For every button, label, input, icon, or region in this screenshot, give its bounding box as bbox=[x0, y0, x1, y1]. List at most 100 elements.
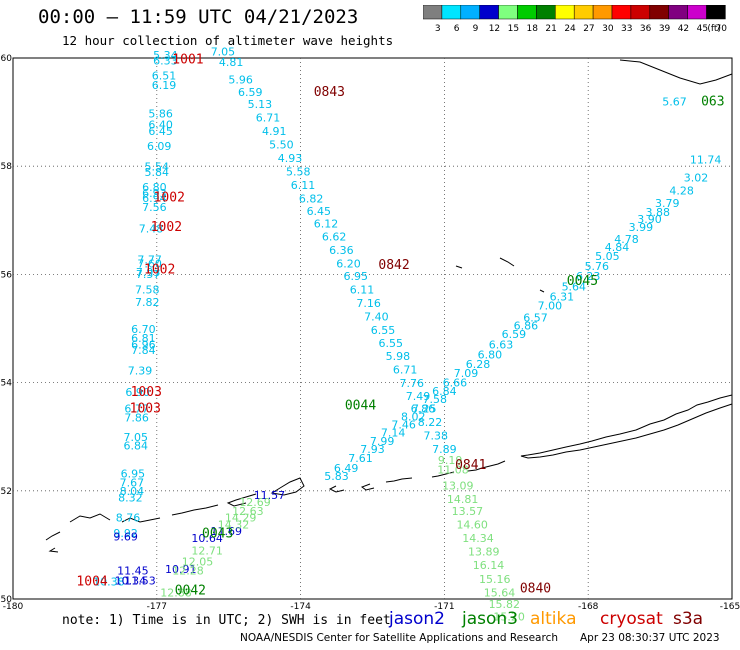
legend-swatch bbox=[706, 5, 726, 20]
wave-height-value: 4.93 bbox=[278, 152, 303, 165]
lat-tick-label: 52 bbox=[1, 487, 12, 497]
wave-height-value: 7.67 bbox=[120, 476, 145, 489]
wave-height-value: 6.45 bbox=[148, 125, 173, 138]
wave-height-value: 8.32 bbox=[118, 492, 143, 505]
pass-time-label: 0843 bbox=[314, 85, 345, 100]
wave-height-value: 13.89 bbox=[468, 546, 500, 559]
wave-height-value: 6.23 bbox=[576, 270, 601, 283]
wave-height-value: 6.36 bbox=[329, 244, 354, 257]
wave-height-value: 12.05 bbox=[182, 555, 214, 568]
wave-height-value: 13.09 bbox=[442, 480, 474, 493]
wave-height-value: 6.96 bbox=[131, 339, 156, 352]
pass-time-label: 0043 bbox=[202, 526, 233, 541]
lon-tick-label: -165 bbox=[720, 602, 740, 612]
lat-tick-label: 56 bbox=[1, 270, 13, 280]
wave-height-value: 6.40 bbox=[148, 118, 173, 131]
wave-height-value: 11.53 bbox=[124, 574, 156, 587]
wave-height-value: 7.58 bbox=[423, 393, 448, 406]
map-title: 00:00 – 11:59 UTC 04/21/2023 bbox=[38, 6, 359, 28]
sat-label-jason3: jason3 bbox=[462, 609, 518, 629]
coastline bbox=[467, 460, 506, 472]
wave-height-value: 7.25 bbox=[412, 402, 437, 415]
coastline bbox=[539, 289, 545, 293]
wave-height-value: 10.91 bbox=[165, 563, 197, 576]
footer-note: note: 1) Time is in UTC; 2) SWH is in fe… bbox=[62, 613, 391, 628]
lon-tick-label: -180 bbox=[3, 602, 24, 612]
wave-height-value: 5.67 bbox=[662, 96, 687, 109]
wave-height-value: 9.19 bbox=[438, 454, 463, 467]
wave-height-value: 10.34 bbox=[115, 574, 147, 587]
legend-tick-label: 18 bbox=[527, 24, 539, 33]
wave-height-value: 7.38 bbox=[424, 429, 449, 442]
wave-height-value: 6.80 bbox=[478, 348, 503, 361]
wave-height-value: 7.76 bbox=[400, 377, 425, 390]
coastline bbox=[360, 483, 375, 491]
pass-time-label: 0044 bbox=[345, 399, 376, 414]
wave-height-value: 12.63 bbox=[232, 505, 264, 518]
wave-height-value: 12.69 bbox=[239, 496, 271, 509]
wave-height-value: 7.05 bbox=[123, 431, 148, 444]
map-frame bbox=[12, 57, 733, 600]
legend-tick-label: 9 bbox=[473, 24, 479, 33]
wave-height-value: 7.00 bbox=[538, 300, 563, 313]
pass-time-label: 0042 bbox=[175, 584, 206, 599]
pass-time-label: 1003 bbox=[131, 385, 162, 400]
pass-time-label: 0841 bbox=[455, 458, 486, 473]
coastline bbox=[45, 531, 61, 541]
wave-height-value: 15.20 bbox=[493, 611, 525, 624]
wave-height-value: 16.14 bbox=[473, 559, 505, 572]
legend-unit: (ft) bbox=[707, 24, 721, 33]
wave-height-value: 7.77 bbox=[137, 254, 162, 267]
wave-height-value: 5.58 bbox=[286, 165, 311, 178]
wave-height-value: 15.16 bbox=[479, 573, 511, 586]
coastline bbox=[48, 547, 59, 553]
pass-time-label: 0842 bbox=[378, 258, 409, 273]
wave-height-value: 7.16 bbox=[356, 297, 381, 310]
wave-height-value: 6.11 bbox=[350, 283, 375, 296]
pass-time-label: 1002 bbox=[154, 190, 185, 205]
wave-height-value: 10.38 bbox=[93, 575, 125, 588]
wave-height-value: 6.80 bbox=[142, 181, 167, 194]
wave-height-value: 6.71 bbox=[256, 111, 281, 124]
wave-height-value: 6.86 bbox=[411, 402, 436, 415]
wave-height-value: 6.33 bbox=[153, 54, 178, 67]
wave-height-value: 3.79 bbox=[655, 197, 680, 210]
pass-time-label: 1003 bbox=[130, 401, 161, 416]
wave-height-value: 3.02 bbox=[684, 171, 709, 184]
credit-line: NOAA/NESDIS Center for Satellite Applica… bbox=[240, 632, 558, 644]
wave-height-value: 6.94 bbox=[142, 192, 167, 205]
wave-height-value: 4.91 bbox=[262, 125, 287, 138]
coastline bbox=[520, 394, 733, 459]
wave-height-value: 14.34 bbox=[462, 532, 494, 545]
wave-height-legend: 3 6 9 12 15 18 21 24 27 30 33 36 39 42 45 70(ft) bbox=[423, 5, 727, 33]
wave-height-value: 7.61 bbox=[348, 452, 373, 465]
wave-height-value: 7.58 bbox=[135, 283, 160, 296]
legend-tick-label: 36 bbox=[640, 24, 652, 33]
legend-tick-label: 27 bbox=[583, 24, 594, 33]
lat-tick-label: 50 bbox=[1, 595, 13, 605]
wave-height-value: 8.04 bbox=[120, 485, 145, 498]
wave-height-value: 6.84 bbox=[432, 385, 457, 398]
lat-tick-label: 54 bbox=[1, 379, 13, 389]
coastline bbox=[226, 493, 257, 507]
wave-height-value: 4.28 bbox=[669, 184, 694, 197]
wave-height-value: 9.69 bbox=[113, 531, 138, 544]
wave-height-value: 8.76 bbox=[116, 512, 141, 525]
wave-height-value: 7.40 bbox=[364, 310, 389, 323]
wave-height-value: 3.90 bbox=[637, 213, 662, 226]
legend-tick-label: 21 bbox=[545, 24, 556, 33]
pass-time-label: 0045 bbox=[567, 274, 598, 289]
wave-height-value: 12.88 bbox=[160, 586, 192, 599]
wave-height-value: 11.69 bbox=[211, 525, 243, 538]
wave-height-value: 5.96 bbox=[228, 73, 253, 86]
coastline bbox=[619, 59, 733, 85]
wave-height-value: 5.54 bbox=[145, 161, 170, 174]
legend-tick-label: 15 bbox=[508, 24, 519, 33]
legend-tick-label: 3 bbox=[435, 24, 441, 33]
wave-height-value: 13.57 bbox=[452, 505, 484, 518]
wave-height-value: 7.09 bbox=[454, 367, 479, 380]
wave-height-value: 6.77 bbox=[124, 402, 149, 415]
wave-height-value: 4.84 bbox=[605, 241, 630, 254]
wave-height-value: 15.82 bbox=[489, 598, 521, 611]
